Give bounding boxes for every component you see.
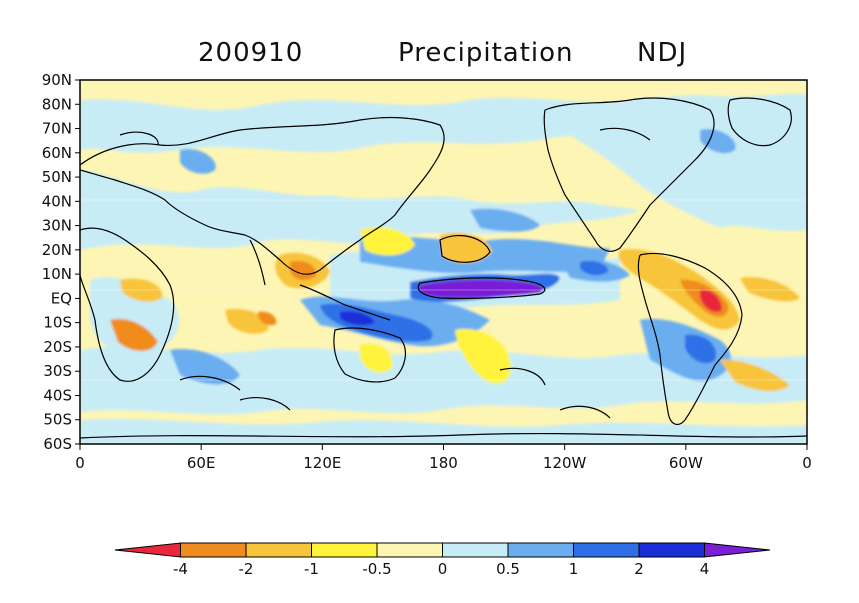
lon-tick-label: 60E (187, 454, 216, 472)
colorbar-label: 2 (634, 560, 644, 578)
lon-tick-label: 180 (429, 454, 458, 472)
title-variable: Precipitation (398, 38, 574, 68)
title-date: 200910 (198, 38, 304, 68)
colorbar-label: -1 (304, 560, 319, 578)
lat-tick-label: 90N (42, 71, 72, 89)
colorbar-segment (638, 542, 705, 558)
colorbar-label: 0.5 (496, 560, 520, 578)
colorbar-segment (573, 542, 640, 558)
colorbar-segment (180, 542, 247, 558)
lat-tick-label: 10N (42, 265, 72, 283)
lon-tick-label: 0 (802, 454, 812, 472)
anomaly-field (80, 80, 807, 444)
colorbar-label: 0 (438, 560, 448, 578)
lat-tick-label: 50S (43, 411, 72, 429)
lat-tick-label: EQ (51, 289, 72, 307)
colorbar-segment (311, 542, 378, 558)
lat-tick-label: 70N (42, 120, 72, 138)
colorbar: -4 -2 -1 -0.5 0 0.5 1 2 4 (114, 542, 771, 578)
lat-tick-label: 20S (43, 338, 72, 356)
colorbar-label: -2 (239, 560, 254, 578)
colorbar-low-end (114, 542, 181, 558)
lon-tick-label: 120W (543, 454, 587, 472)
coastlines (80, 97, 807, 439)
lat-tick-label: 30S (43, 362, 72, 380)
colorbar-segment (376, 542, 443, 558)
map-title: 200910 Precipitation NDJ (0, 38, 859, 72)
lon-tick-label: 0 (75, 454, 85, 472)
lat-tick-label: 20N (42, 241, 72, 259)
colorbar-label: -0.5 (362, 560, 391, 578)
lat-tick-label: 50N (42, 168, 72, 186)
lon-tick-label: 120E (303, 454, 341, 472)
colorbar-label: 4 (700, 560, 710, 578)
lat-tick-label: 40N (42, 192, 72, 210)
latitude-axis: 90N 80N 70N 60N 50N 40N 30N 20N 10N EQ 10S 20S 30S 40… (42, 71, 80, 453)
colorbar-high-end (704, 542, 771, 558)
colorbar-segment (245, 542, 312, 558)
colorbar-label: 1 (569, 560, 579, 578)
lat-tick-label: 60N (42, 144, 72, 162)
lat-tick-label: 30N (42, 217, 72, 235)
colorbar-segment (507, 542, 574, 558)
colorbar-label: -4 (173, 560, 188, 578)
lat-tick-label: 40S (43, 386, 72, 404)
longitude-axis: 0 60E 120E 180 120W 60W 0 (75, 444, 812, 472)
colorbar-segment (442, 542, 509, 558)
lat-tick-label: 80N (42, 95, 72, 113)
lon-tick-label: 60W (669, 454, 703, 472)
lat-tick-label: 10S (43, 314, 72, 332)
graticule (80, 199, 807, 381)
lat-tick-label: 60S (43, 435, 72, 453)
title-season: NDJ (637, 38, 688, 68)
